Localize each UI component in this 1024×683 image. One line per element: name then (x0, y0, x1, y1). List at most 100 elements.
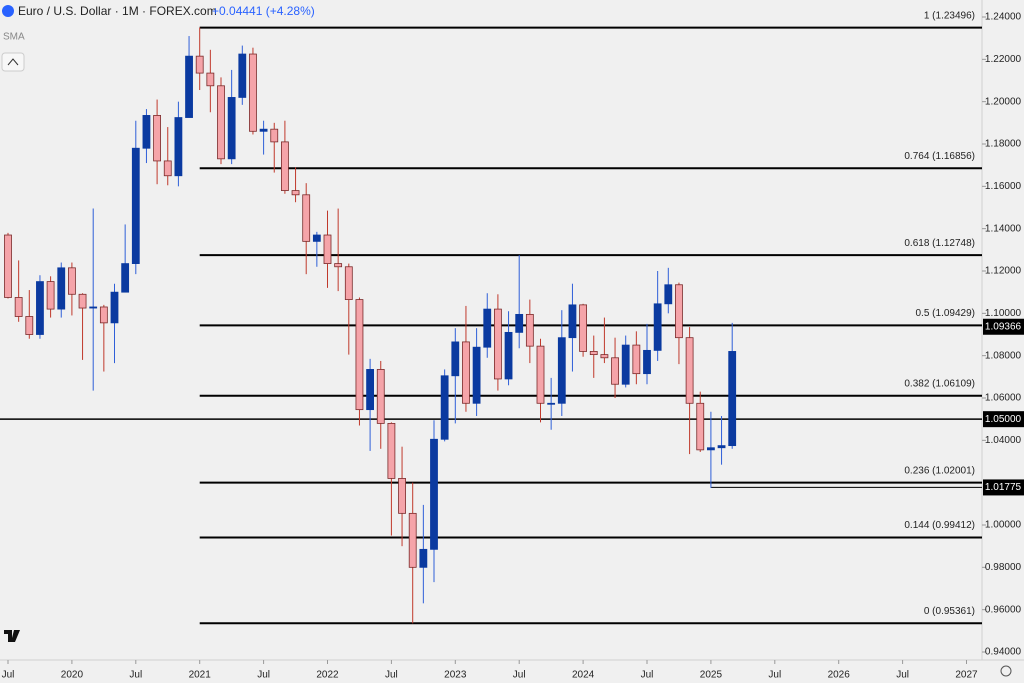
last-price-label: 1.09366 (985, 321, 1022, 332)
candle-body (472, 346, 481, 404)
candle-body (515, 313, 524, 333)
candle-body (398, 478, 406, 514)
candle-body (25, 316, 34, 335)
y-tick-label: 0.96000 (985, 604, 1022, 615)
candle-body (163, 160, 172, 177)
candle-body (14, 297, 23, 317)
candle-body (99, 306, 108, 324)
candle-body (4, 234, 12, 298)
price-label-box (983, 411, 1024, 428)
candle-body (334, 263, 343, 268)
y-tick-label: 1.24000 (985, 12, 1022, 23)
x-tick-label: Jul (768, 670, 781, 681)
x-tick-label: 2023 (444, 670, 467, 681)
x-tick-label: 2021 (189, 670, 212, 681)
candle-body (653, 303, 662, 351)
candle-body (302, 194, 311, 242)
candle-body (238, 53, 247, 98)
x-tick-label: Jul (513, 670, 526, 681)
y-tick-label: 1.00000 (985, 520, 1022, 531)
candle-body (355, 299, 364, 411)
candle-body (57, 267, 66, 310)
candle-body (493, 308, 502, 380)
settings-icon[interactable] (1000, 665, 1012, 677)
fib-label: 0 (0.95361) (924, 606, 975, 617)
candle-body (68, 267, 76, 295)
y-tick-label: 1.18000 (985, 139, 1022, 150)
price-label: 1.01775 (985, 482, 1022, 493)
price-change: +0.04441 (+4.28%) (212, 4, 315, 18)
x-tick-label: Jul (129, 670, 142, 681)
chart-title: Euro / U.S. Dollar · 1M · FOREX.com (18, 4, 217, 18)
candle-body (249, 53, 257, 132)
fib-label: 0.382 (1.06109) (904, 378, 975, 389)
y-tick-label: 1.22000 (985, 54, 1022, 65)
candle-body (227, 97, 236, 160)
candle-body (440, 375, 449, 440)
candle-body (89, 306, 98, 309)
fib-label: 1 (1.23496) (924, 10, 975, 21)
y-tick-label: 1.10000 (985, 308, 1022, 319)
y-tick-label: 1.04000 (985, 435, 1022, 446)
y-tick-label: 1.16000 (985, 181, 1022, 192)
fib-label: 0.236 (1.02001) (904, 465, 975, 476)
candle-body (206, 72, 215, 87)
candle-body (579, 304, 587, 352)
candle-body (728, 351, 737, 447)
candle-body (462, 341, 470, 404)
price-label: 1.05000 (985, 414, 1022, 425)
candle-body (270, 128, 279, 143)
candle-body (685, 337, 694, 404)
collapse-button[interactable] (1, 52, 25, 72)
candle-body (259, 128, 268, 132)
candle-body (387, 422, 396, 479)
candle-body (632, 344, 641, 375)
candle-body (121, 263, 130, 293)
candle-body (451, 341, 460, 377)
candle-body (185, 55, 193, 118)
candle-body (675, 284, 683, 339)
x-tick-label: Jul (385, 670, 398, 681)
candle-body (557, 337, 566, 404)
x-tick-label: Jul (896, 670, 909, 681)
x-tick-label: 2027 (955, 670, 978, 681)
y-tick-label: 1.08000 (985, 350, 1022, 361)
candle-body (408, 512, 417, 568)
y-tick-label: 1.20000 (985, 96, 1022, 107)
candle-body (46, 281, 55, 310)
candle-body (483, 308, 492, 348)
collapse-icon (7, 58, 19, 66)
y-tick-label: 1.06000 (985, 393, 1022, 404)
y-tick-label: 1.12000 (985, 266, 1022, 277)
indicator-label: SMA (3, 32, 25, 43)
candle-body (419, 548, 428, 568)
candle-body (36, 281, 44, 335)
candle-body (78, 293, 87, 309)
candle-body (217, 85, 225, 160)
candle-body (142, 115, 151, 149)
candle-body (291, 190, 300, 196)
candle-body (344, 266, 353, 300)
x-tick-label: Jul (2, 670, 15, 681)
candle-body (525, 313, 534, 347)
candle-body (600, 354, 609, 359)
fib-label: 0.764 (1.16856) (904, 151, 975, 162)
candle-body (195, 55, 204, 74)
candle-body (366, 369, 375, 411)
price-label-box (983, 479, 1024, 496)
candle-body (430, 438, 438, 550)
x-tick-label: Jul (257, 670, 270, 681)
candle-body (536, 345, 545, 404)
candle-body (696, 402, 705, 451)
fib-label: 0.144 (0.99412) (904, 520, 975, 531)
candle-body (504, 331, 513, 380)
candle-body (589, 351, 598, 356)
candle-body (707, 447, 715, 451)
candle-body (110, 291, 119, 324)
candle-body (643, 349, 651, 375)
candle-body (611, 357, 619, 385)
candle-body (717, 445, 726, 449)
y-tick-label: 0.94000 (985, 647, 1022, 658)
candle-body (280, 141, 289, 191)
